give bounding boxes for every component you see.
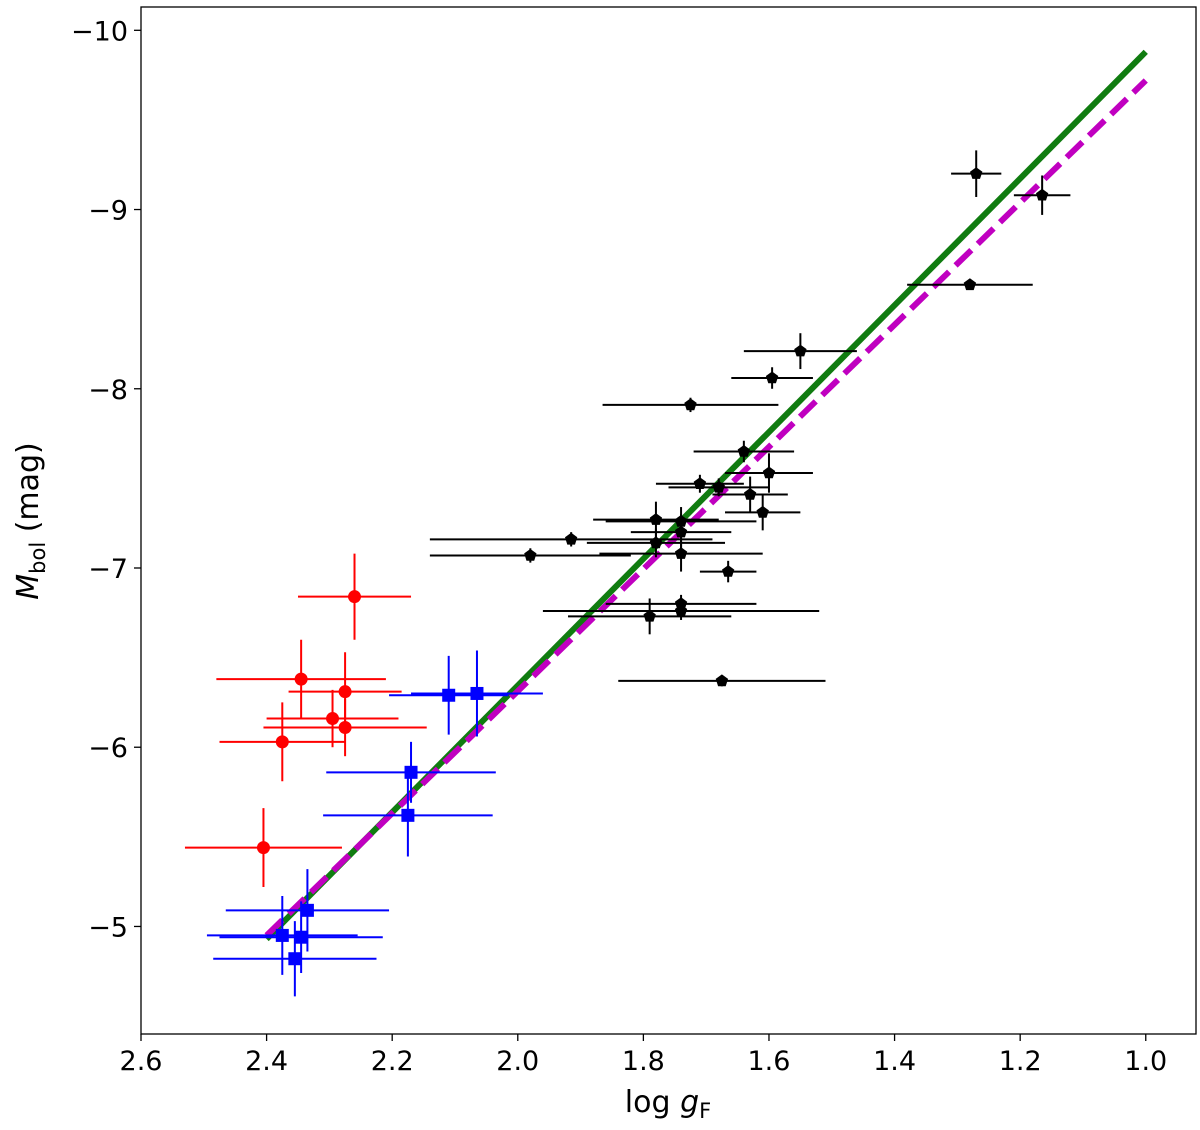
- square-marker: [275, 928, 289, 942]
- x-axis-label: log gF: [625, 1085, 711, 1123]
- circle-marker: [294, 672, 308, 686]
- dashed-fit-line: [264, 78, 1148, 938]
- y-axis-ticks: −5 −6 −7 −8 −9 −10: [71, 16, 141, 943]
- pentagon-data-point: [429, 532, 713, 547]
- x-tick-label: 1.2: [999, 1046, 1042, 1077]
- pentagon-data-point: [429, 548, 631, 563]
- y-tick-label: −9: [88, 196, 128, 227]
- y-tick-label: −7: [88, 554, 128, 585]
- x-tick-label: 1.4: [873, 1046, 916, 1077]
- circle-marker: [338, 721, 352, 735]
- pentagon-data-point: [699, 560, 757, 583]
- x-tick-label: 2.0: [496, 1046, 539, 1077]
- square-marker: [300, 903, 314, 917]
- square-data-point: [389, 655, 509, 735]
- pentagon-marker: [693, 477, 707, 489]
- square-data-point: [411, 650, 543, 737]
- pentagon-marker: [684, 398, 697, 411]
- pentagon-data-point: [568, 598, 732, 635]
- y-tick-label: −6: [88, 733, 128, 764]
- pentagon-marker: [744, 488, 757, 500]
- pentagon-data-point: [668, 478, 769, 497]
- circle-data-point: [184, 808, 342, 888]
- circle-data-point: [216, 639, 386, 719]
- pentagon-marker: [674, 525, 688, 538]
- y-tick-label: −10: [71, 16, 128, 47]
- pentagon-data-point: [725, 494, 801, 531]
- pentagon-data-point: [907, 278, 1033, 291]
- square-data-point: [206, 895, 358, 975]
- circle-marker: [326, 712, 340, 726]
- x-tick-label: 1.0: [1124, 1046, 1167, 1077]
- circle-marker: [338, 685, 352, 699]
- pentagon-marker: [794, 344, 807, 357]
- pentagon-marker: [737, 445, 750, 457]
- square-data-point: [213, 921, 377, 997]
- x-tick-label: 2.6: [120, 1046, 163, 1077]
- pentagon-data-point: [743, 333, 857, 370]
- pentagon-data-point: [951, 150, 1002, 197]
- pentagon-data-point: [542, 602, 820, 620]
- pentagon-data-point: [731, 367, 813, 389]
- pentagon-marker: [524, 549, 537, 561]
- pentagon-data-point: [712, 476, 788, 513]
- x-axis-ticks: 2.6 2.4 2.2 2.0 1.8 1.6 1.4 1.2 1.0: [120, 1034, 1167, 1077]
- fit-lines: [264, 49, 1148, 942]
- pentagon-marker: [649, 536, 663, 549]
- x-tick-label: 2.2: [371, 1046, 414, 1077]
- y-tick-label: −5: [88, 912, 128, 943]
- square-data-point: [219, 901, 383, 974]
- pentagon-marker: [1036, 188, 1049, 201]
- pentagon-data-point: [586, 528, 726, 558]
- pentagon-data-point: [693, 440, 795, 463]
- square-marker: [404, 765, 418, 779]
- pentagon-marker: [970, 167, 983, 179]
- pentagon-marker: [643, 609, 656, 622]
- pentagon-data-point: [1013, 175, 1071, 215]
- pentagon-marker: [565, 532, 578, 545]
- pentagon-marker: [722, 565, 735, 577]
- pentagon-marker: [712, 480, 725, 493]
- y-tick-label: −8: [88, 375, 128, 406]
- pentagon-marker: [674, 604, 688, 617]
- square-marker: [294, 930, 308, 944]
- pentagon-data-point: [602, 397, 779, 413]
- pentagon-data-point: [655, 474, 744, 493]
- square-marker: [442, 688, 456, 702]
- pentagon-marker: [765, 371, 779, 384]
- circle-data-point: [263, 698, 427, 757]
- square-marker: [401, 808, 415, 822]
- x-tick-label: 2.4: [245, 1046, 288, 1077]
- circle-data-point: [297, 553, 412, 640]
- x-tick-label: 1.8: [622, 1046, 665, 1077]
- square-marker: [470, 686, 484, 700]
- pentagon-marker: [674, 547, 688, 559]
- pentagon-data-point: [725, 453, 813, 493]
- circle-data-point: [266, 689, 399, 748]
- x-tick-label: 1.6: [747, 1046, 790, 1077]
- square-marker: [288, 952, 302, 966]
- pentagon-data-point: [599, 535, 763, 572]
- pentagon-marker: [715, 674, 729, 687]
- circle-data-point: [219, 702, 346, 782]
- circle-marker: [275, 735, 289, 749]
- circle-marker: [256, 841, 270, 855]
- data-points: [184, 150, 1071, 997]
- square-data-point: [323, 774, 493, 857]
- circle-marker: [348, 590, 362, 604]
- pentagon-marker: [762, 466, 776, 479]
- pentagon-marker: [963, 278, 977, 291]
- pentagon-marker: [756, 505, 769, 518]
- pentagon-data-point: [618, 674, 826, 687]
- y-axis-label: Mbol (mag): [11, 442, 50, 600]
